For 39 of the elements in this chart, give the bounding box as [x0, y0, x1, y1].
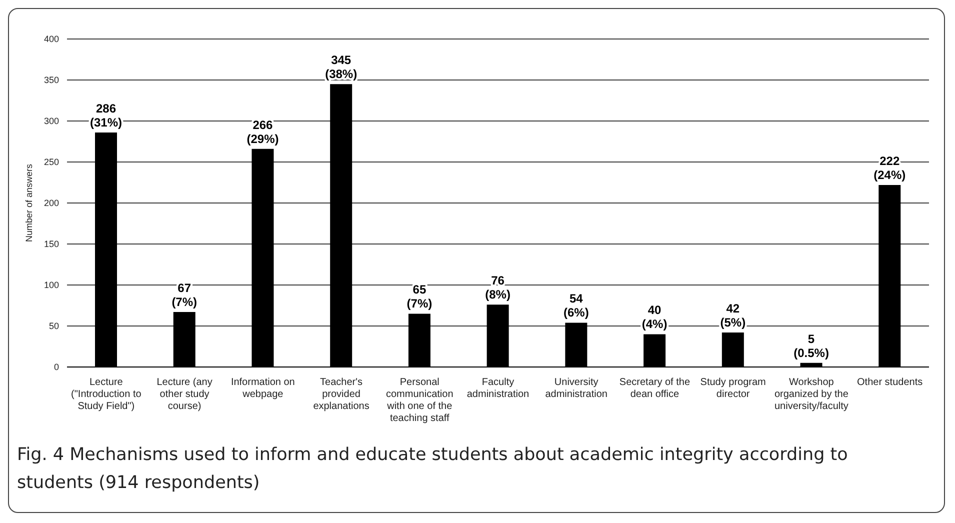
- y-tick-label: 100: [44, 280, 59, 290]
- data-label: 5 (0.5%): [794, 332, 829, 360]
- y-axis-title: Number of answers: [24, 163, 34, 242]
- x-tick-label: Secretary of the dean office: [619, 377, 690, 400]
- data-label: 65 (7%): [406, 282, 432, 311]
- y-tick-label: 250: [44, 157, 59, 168]
- y-tick-label: 50: [48, 321, 59, 332]
- text: Fig. 4 Mechanisms used to inform and educate students about academic integrity according to students (914 respondents): [17, 444, 849, 495]
- bar: [565, 322, 588, 367]
- x-tick-label: University administration: [545, 377, 608, 400]
- data-label: 54 (6%): [564, 292, 589, 320]
- y-tick-label: 0: [54, 362, 59, 372]
- x-tick-label: Faculty administration: [466, 377, 530, 400]
- bar: [878, 184, 901, 367]
- x-tick-label: Information on webpage: [230, 377, 295, 400]
- bar: [408, 314, 430, 367]
- bar: [644, 334, 666, 367]
- bar: [252, 148, 274, 367]
- bar: [330, 84, 352, 367]
- x-tick-label: Personal communication with one of the teaching staff: [386, 377, 454, 424]
- x-tick-label: Lecture (any other study course): [156, 377, 212, 412]
- data-label: 266 (29%): [246, 118, 279, 146]
- bar: [173, 312, 196, 367]
- bar: [486, 304, 509, 367]
- y-tick-label: 150: [44, 239, 59, 250]
- y-tick-label: 350: [44, 75, 59, 86]
- y-tick-label: 400: [44, 34, 59, 44]
- y-tick-label: 200: [44, 198, 59, 208]
- bar: [722, 332, 744, 367]
- x-tick-label: Other students: [857, 377, 923, 388]
- data-label: 76 (8%): [485, 274, 510, 302]
- x-tick-label: Study program director: [700, 377, 766, 400]
- data-label: 345 (38%): [325, 53, 358, 82]
- x-tick-label: Workshop organized by the university/faculty: [774, 377, 849, 412]
- y-tick-label: 300: [44, 116, 59, 126]
- x-tick-label: Teacher's provided explanations: [313, 377, 370, 412]
- data-label: 67 (7%): [172, 281, 198, 310]
- bar: [95, 132, 117, 367]
- x-tick-label: Lecture ("Introduction to Study Field"): [71, 377, 142, 412]
